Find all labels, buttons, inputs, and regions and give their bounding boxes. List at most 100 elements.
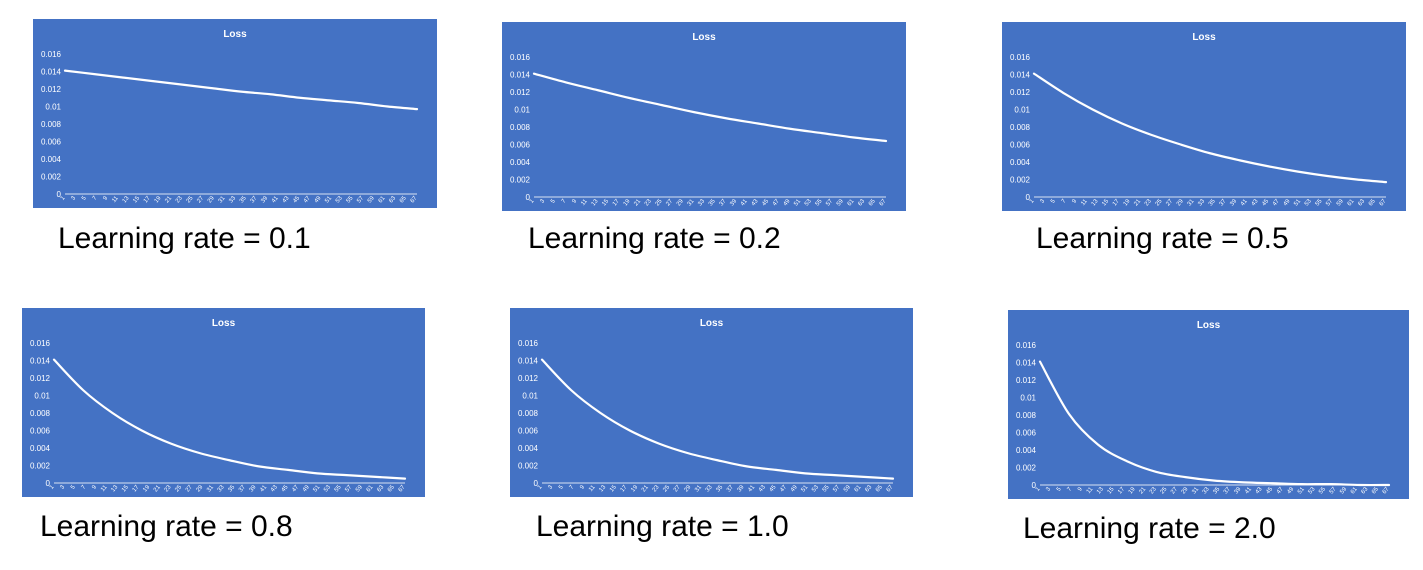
x-tick-label: 61 bbox=[847, 198, 856, 207]
x-tick-label: 51 bbox=[1293, 198, 1302, 207]
loss-series-line bbox=[532, 72, 888, 143]
x-tick-label: 13 bbox=[598, 484, 607, 493]
x-tick-label: 29 bbox=[676, 198, 685, 207]
x-tick-label: 63 bbox=[1357, 198, 1366, 207]
x-tick-label: 17 bbox=[1117, 486, 1126, 495]
x-tick-label: 65 bbox=[387, 484, 396, 493]
x-tick-label: 25 bbox=[174, 484, 183, 493]
x-tick-label: 29 bbox=[1176, 198, 1185, 207]
y-tick-label: 0.01 bbox=[522, 392, 538, 401]
y-tick-label: 0.012 bbox=[41, 85, 62, 94]
x-tick-label: 57 bbox=[1325, 198, 1334, 207]
x-tick-label: 5 bbox=[558, 484, 565, 491]
x-tick-label: 59 bbox=[1339, 486, 1348, 495]
x-tick-label: 17 bbox=[612, 198, 621, 207]
x-tick-label: 59 bbox=[836, 198, 845, 207]
x-tick-label: 31 bbox=[218, 195, 227, 204]
x-tick-label: 13 bbox=[1096, 486, 1105, 495]
x-tick-label: 37 bbox=[1219, 198, 1228, 207]
x-tick-label: 7 bbox=[1061, 198, 1068, 205]
y-tick-label: 0.008 bbox=[41, 120, 62, 129]
y-tick-label: 0.002 bbox=[518, 462, 539, 471]
x-tick-label: 49 bbox=[314, 195, 323, 204]
x-tick-label: 23 bbox=[164, 484, 173, 493]
x-tick-label: 27 bbox=[1170, 486, 1179, 495]
x-tick-label: 47 bbox=[291, 484, 300, 493]
y-tick-label: 0.002 bbox=[510, 176, 531, 185]
y-tick-label: 0.016 bbox=[1016, 341, 1037, 350]
y-tick-label: 0.012 bbox=[518, 374, 539, 383]
y-tick-label: 0 bbox=[57, 190, 62, 199]
y-tick-label: 0.006 bbox=[41, 138, 62, 147]
x-tick-label: 51 bbox=[313, 484, 322, 493]
x-tick-label: 39 bbox=[737, 484, 746, 493]
y-tick-label: 0.012 bbox=[30, 374, 51, 383]
y-tick-label: 0.004 bbox=[41, 155, 62, 164]
x-tick-label: 31 bbox=[206, 484, 215, 493]
x-tick-label: 11 bbox=[100, 484, 109, 493]
x-tick-label: 37 bbox=[719, 198, 728, 207]
x-tick-label: 9 bbox=[1077, 486, 1084, 493]
x-tick-label: 55 bbox=[822, 484, 831, 493]
x-tick-label: 5 bbox=[1056, 486, 1063, 493]
x-tick-label: 29 bbox=[1181, 486, 1190, 495]
x-tick-label: 35 bbox=[708, 198, 717, 207]
x-tick-label: 5 bbox=[550, 198, 557, 205]
loss-series-line bbox=[52, 358, 407, 480]
loss-series-line bbox=[63, 69, 419, 111]
x-tick-label: 17 bbox=[132, 484, 141, 493]
y-tick-label: 0.002 bbox=[30, 462, 51, 471]
y-tick-label: 0.002 bbox=[1016, 464, 1037, 473]
x-tick-label: 33 bbox=[228, 195, 237, 204]
x-tick-label: 29 bbox=[684, 484, 693, 493]
x-tick-label: 5 bbox=[70, 484, 77, 491]
x-tick-label: 47 bbox=[1276, 486, 1285, 495]
x-tick-label: 59 bbox=[843, 484, 852, 493]
x-tick-label: 41 bbox=[1244, 486, 1253, 495]
y-tick-label: 0 bbox=[526, 193, 531, 202]
x-tick-label: 65 bbox=[399, 195, 408, 204]
x-tick-label: 65 bbox=[1371, 486, 1380, 495]
x-tick-label: 49 bbox=[790, 484, 799, 493]
x-tick-label: 31 bbox=[1191, 486, 1200, 495]
x-tick-label: 37 bbox=[250, 195, 259, 204]
learning-rate-caption: Learning rate = 0.2 bbox=[528, 222, 781, 255]
x-tick-label: 43 bbox=[270, 484, 279, 493]
x-tick-label: 65 bbox=[1368, 198, 1377, 207]
x-tick-label: 49 bbox=[302, 484, 311, 493]
x-tick-label: 43 bbox=[282, 195, 291, 204]
x-tick-label: 39 bbox=[249, 484, 258, 493]
chart-title: Loss bbox=[1192, 32, 1216, 43]
x-tick-label: 11 bbox=[588, 484, 597, 493]
x-tick-label: 45 bbox=[281, 484, 290, 493]
y-tick-label: 0.004 bbox=[510, 158, 531, 167]
learning-rate-caption: Learning rate = 2.0 bbox=[1023, 512, 1276, 545]
x-tick-label: 63 bbox=[864, 484, 873, 493]
x-tick-label: 39 bbox=[260, 195, 269, 204]
loss-chart-svg: Loss 0 0.002 0.004 0.006 0.008 0.01 0.012 0.014 0… bbox=[1010, 32, 1388, 207]
y-tick-label: 0.006 bbox=[30, 427, 51, 436]
y-tick-label: 0.016 bbox=[1010, 53, 1031, 62]
x-tick-label: 7 bbox=[561, 198, 568, 205]
x-tick-label: 31 bbox=[694, 484, 703, 493]
x-tick-label: 35 bbox=[239, 195, 248, 204]
loss-chart: Loss 0 0.002 0.004 0.006 0.008 0.01 0.012 0.014 0… bbox=[1002, 22, 1406, 211]
x-tick-label: 7 bbox=[92, 195, 99, 202]
x-tick-label: 11 bbox=[1086, 486, 1095, 495]
x-tick-label: 51 bbox=[324, 195, 333, 204]
x-tick-label: 3 bbox=[59, 484, 66, 491]
y-tick-label: 0 bbox=[46, 479, 51, 488]
x-tick-label: 27 bbox=[196, 195, 205, 204]
y-tick-label: 0 bbox=[534, 479, 539, 488]
y-tick-label: 0.01 bbox=[1020, 394, 1036, 403]
x-tick-label: 29 bbox=[196, 484, 205, 493]
chart-title: Loss bbox=[692, 32, 716, 43]
x-tick-label: 25 bbox=[1155, 198, 1164, 207]
loss-series-line bbox=[540, 358, 895, 480]
x-tick-label: 57 bbox=[344, 484, 353, 493]
x-tick-label: 25 bbox=[662, 484, 671, 493]
loss-series-line bbox=[1038, 360, 1391, 487]
y-tick-label: 0.014 bbox=[1010, 71, 1031, 80]
x-tick-label: 33 bbox=[217, 484, 226, 493]
x-tick-label: 67 bbox=[1379, 198, 1388, 207]
